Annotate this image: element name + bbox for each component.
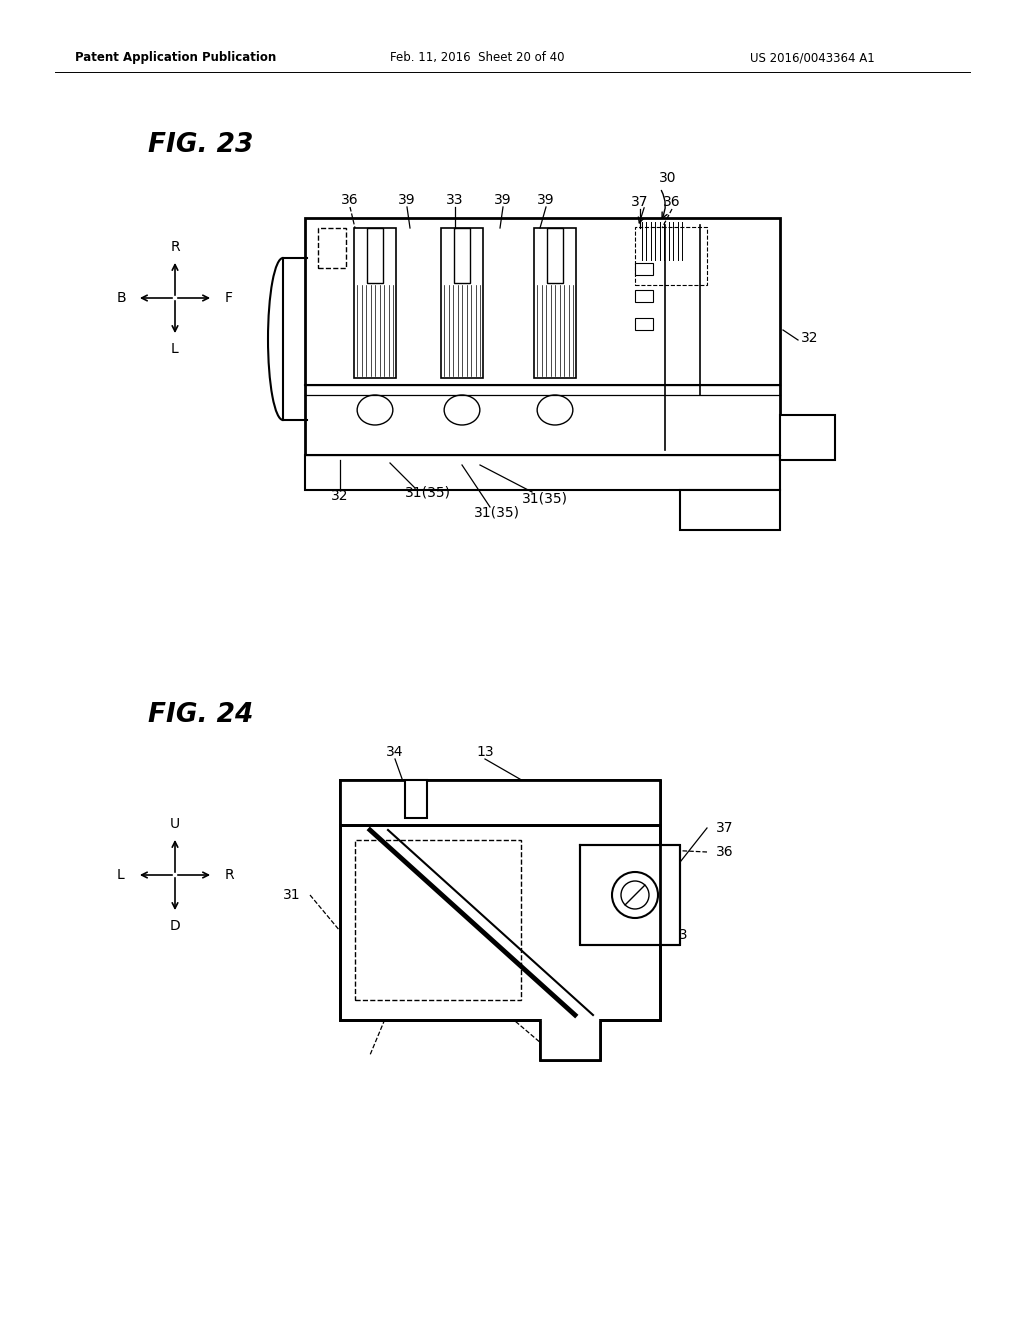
- Text: 33: 33: [446, 193, 464, 207]
- Text: 32: 32: [801, 331, 819, 345]
- Text: 33: 33: [672, 928, 689, 942]
- Text: R: R: [170, 240, 180, 253]
- Bar: [340, 780, 660, 825]
- Bar: [680, 490, 780, 531]
- Bar: [318, 228, 346, 268]
- Text: F: F: [225, 290, 233, 305]
- Circle shape: [621, 880, 649, 909]
- Text: U: U: [170, 817, 180, 832]
- Bar: [635, 290, 653, 302]
- Text: 31(35): 31(35): [406, 486, 451, 500]
- Text: 39: 39: [398, 193, 416, 207]
- Bar: [547, 228, 563, 282]
- Bar: [540, 1020, 600, 1060]
- Text: 32: 32: [331, 488, 349, 503]
- Bar: [635, 263, 653, 275]
- Text: 31(35): 31(35): [474, 506, 520, 520]
- Polygon shape: [340, 825, 660, 1060]
- Text: 36: 36: [341, 193, 358, 207]
- Text: 13: 13: [476, 744, 494, 759]
- Bar: [780, 414, 835, 459]
- Text: US 2016/0043364 A1: US 2016/0043364 A1: [750, 51, 874, 65]
- Bar: [454, 228, 470, 282]
- Text: FIG. 24: FIG. 24: [148, 702, 253, 729]
- Ellipse shape: [444, 395, 480, 425]
- Text: 31(35): 31(35): [522, 491, 568, 506]
- Bar: [305, 455, 780, 490]
- Bar: [580, 845, 680, 945]
- Bar: [406, 780, 427, 818]
- Text: 39: 39: [538, 193, 555, 207]
- Text: 32: 32: [386, 993, 403, 1007]
- Text: 37: 37: [631, 195, 649, 209]
- Text: R: R: [224, 869, 233, 882]
- Bar: [635, 227, 707, 285]
- Bar: [534, 228, 575, 378]
- Text: 31: 31: [284, 888, 301, 902]
- Text: 36: 36: [664, 195, 681, 209]
- Text: 30: 30: [659, 172, 677, 185]
- Bar: [340, 780, 660, 825]
- Ellipse shape: [538, 395, 572, 425]
- Bar: [354, 228, 396, 378]
- Ellipse shape: [357, 395, 393, 425]
- Bar: [305, 218, 780, 455]
- Text: 39: 39: [495, 193, 512, 207]
- Text: 34: 34: [386, 744, 403, 759]
- Text: 36: 36: [716, 845, 734, 859]
- Text: FIG. 23: FIG. 23: [148, 132, 253, 158]
- Circle shape: [612, 873, 658, 917]
- Text: 35: 35: [446, 968, 464, 982]
- Bar: [367, 228, 383, 282]
- Bar: [635, 318, 653, 330]
- Text: Patent Application Publication: Patent Application Publication: [75, 51, 276, 65]
- Text: L: L: [117, 869, 125, 882]
- Text: L: L: [171, 342, 179, 356]
- Bar: [355, 840, 521, 1001]
- Text: D: D: [170, 919, 180, 933]
- Text: Feb. 11, 2016  Sheet 20 of 40: Feb. 11, 2016 Sheet 20 of 40: [390, 51, 564, 65]
- Bar: [441, 228, 483, 378]
- Text: B: B: [116, 290, 126, 305]
- Text: 37: 37: [716, 821, 734, 836]
- Bar: [340, 825, 660, 1020]
